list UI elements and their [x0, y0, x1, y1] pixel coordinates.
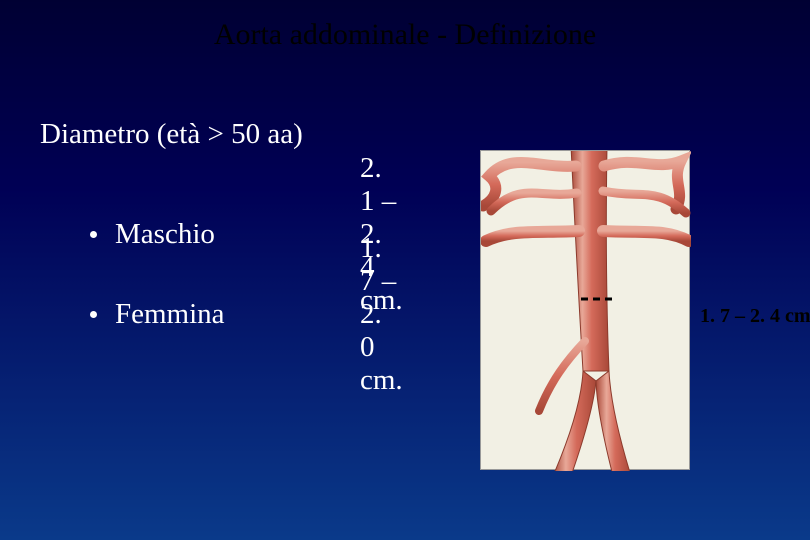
aorta-diagram — [480, 150, 690, 470]
bullet-icon — [90, 231, 97, 238]
row-male: Maschio 2. 1 – 2. 4 cm. — [90, 218, 215, 251]
diagram-caption: 1. 7 – 2. 4 cm — [700, 305, 810, 328]
aorta-svg — [481, 151, 691, 471]
slide-title: Aorta addominale - Definizione — [0, 0, 810, 52]
slide-subtitle: Diametro (età > 50 aa) — [40, 118, 303, 151]
bullet-icon — [90, 311, 97, 318]
row-label: Femmina — [115, 298, 225, 331]
row-value: 1. 7 – 2. 0 cm. — [360, 232, 403, 397]
row-female: Femmina 1. 7 – 2. 0 cm. — [90, 298, 225, 331]
row-label: Maschio — [115, 218, 215, 251]
